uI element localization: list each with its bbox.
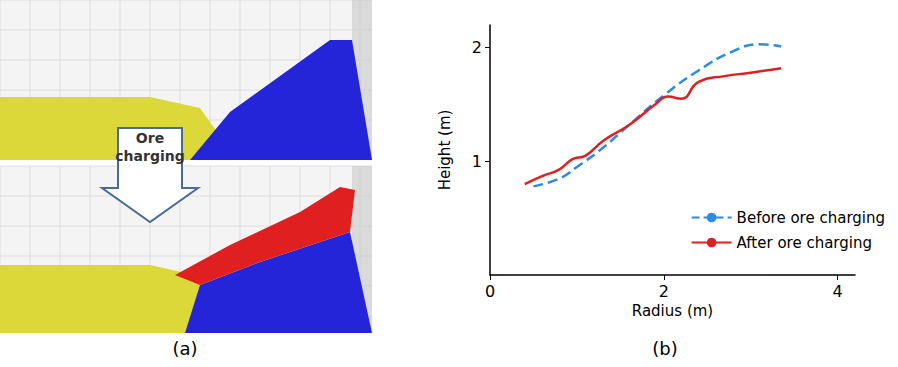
html-text:(b): (b) (652, 338, 678, 359)
svg-text:Before ore charging: Before ore charging (737, 209, 885, 227)
html-text:(a): (a) (172, 338, 198, 359)
svg-text:Height (m): Height (m) (436, 110, 454, 191)
svg-text:Radius (m): Radius (m) (632, 302, 713, 320)
svg-text:After ore charging: After ore charging (737, 234, 872, 252)
svg-text:charging: charging (115, 148, 184, 164)
svg-text:2: 2 (472, 38, 482, 57)
svg-text:Ore: Ore (136, 130, 164, 146)
svg-text:1: 1 (472, 152, 482, 171)
svg-text:0: 0 (485, 282, 495, 301)
svg-text:4: 4 (833, 282, 843, 301)
svg-text:2: 2 (659, 282, 669, 301)
